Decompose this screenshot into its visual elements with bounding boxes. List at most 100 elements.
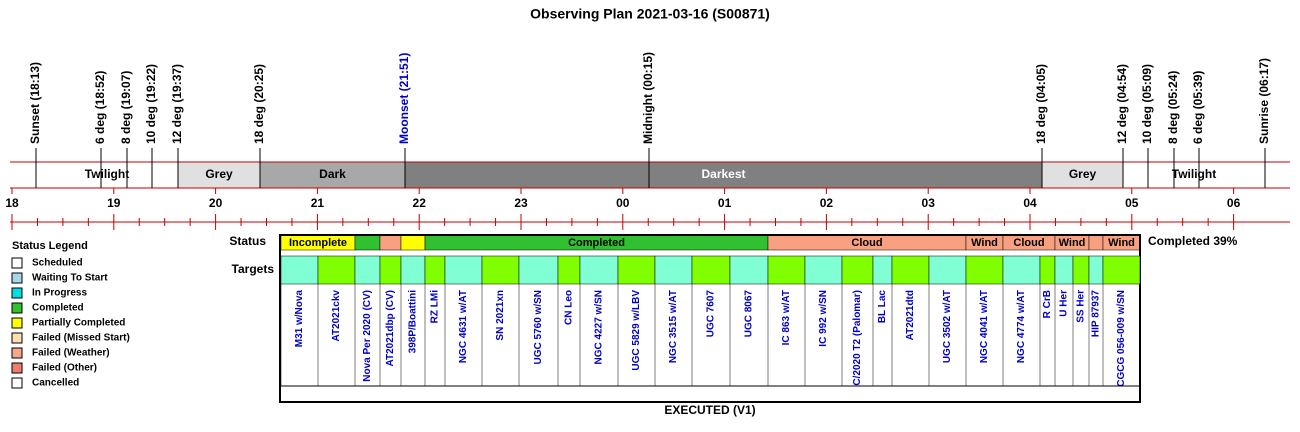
- hour-label: 06: [1227, 196, 1241, 210]
- status-label: Wind: [971, 237, 998, 249]
- target-block: [654, 255, 693, 285]
- target-block: [317, 255, 356, 285]
- period: [1042, 162, 1123, 188]
- event-label: 18 deg (20:25): [252, 64, 266, 144]
- hour-label: 05: [1125, 196, 1139, 210]
- period: [36, 162, 178, 188]
- status-label: Status: [229, 234, 266, 248]
- target-block: [400, 255, 426, 285]
- target-block: [379, 255, 402, 285]
- period-label: Twilight: [85, 167, 129, 181]
- period-label: Dark: [319, 167, 346, 181]
- target-block: [928, 255, 967, 285]
- target-name: M31 w/Nova: [294, 290, 305, 348]
- target-name: SS Her: [1076, 290, 1087, 323]
- target-name: U Her: [1059, 290, 1070, 317]
- target-block: [804, 255, 843, 285]
- target-block: [579, 255, 619, 285]
- period: [178, 162, 260, 188]
- event-label: Moonset (21:51): [397, 53, 411, 144]
- legend-swatch: [11, 317, 23, 329]
- target-name: CN Leo: [564, 290, 575, 325]
- hour-label: 19: [107, 196, 121, 210]
- target-name: SN 2021xn: [495, 290, 506, 341]
- hour-label: 20: [209, 196, 223, 210]
- hour-label: 21: [311, 196, 325, 210]
- event-label: 8 deg (19:07): [119, 71, 133, 144]
- target-block: [1039, 255, 1056, 285]
- summary: Completed 39%: [1148, 234, 1238, 248]
- legend-swatch: [11, 347, 23, 359]
- target-name: Nova Per 2020 (CV): [362, 290, 373, 382]
- status-label: Completed: [568, 237, 625, 249]
- target-name: UGC 5760 w/SN: [533, 290, 544, 364]
- target-block: [729, 255, 769, 285]
- hour-label: 02: [820, 196, 834, 210]
- target-block: [691, 255, 731, 285]
- status-label: Cloud: [1013, 237, 1044, 249]
- target-block: [518, 255, 559, 285]
- legend-label: Failed (Weather): [32, 348, 110, 359]
- target-block: [1002, 255, 1041, 285]
- event-label: 12 deg (19:37): [170, 64, 184, 144]
- target-name: IC 863 w/AT: [781, 290, 792, 345]
- target-name: NGC 4041 w/AT: [979, 290, 990, 363]
- target-block: [1072, 255, 1090, 285]
- period: [405, 162, 1042, 188]
- legend-label: Failed (Missed Start): [32, 333, 130, 344]
- target-name: AT2021ckv: [331, 290, 342, 342]
- period-label: Grey: [1069, 167, 1097, 181]
- event-label: 10 deg (19:22): [144, 64, 158, 144]
- period-label: Darkest: [701, 167, 745, 181]
- hour-label: 04: [1023, 196, 1037, 210]
- legend-label: In Progress: [32, 288, 87, 299]
- legend-swatch: [11, 302, 23, 314]
- legend-swatch: [11, 377, 23, 389]
- target-block: [557, 255, 581, 285]
- status-label: Wind: [1108, 237, 1135, 249]
- target-name: NGC 4227 w/SN: [594, 290, 605, 364]
- target-block: [872, 255, 893, 285]
- event-label: 6 deg (05:39): [1191, 71, 1205, 144]
- legend-label: Scheduled: [32, 258, 83, 269]
- legend-label: Waiting To Start: [32, 273, 108, 284]
- period-label: Twilight: [1172, 167, 1216, 181]
- target-name: RZ LMi: [430, 290, 441, 324]
- legend-swatch: [11, 332, 23, 344]
- target-name: IC 992 w/SN: [818, 290, 829, 347]
- target-block: [444, 255, 483, 285]
- hour-label: 23: [514, 196, 528, 210]
- legend-label: Partially Completed: [32, 318, 125, 329]
- hour-label: 03: [922, 196, 936, 210]
- hour-label: 22: [413, 196, 427, 210]
- target-block: [1088, 255, 1104, 285]
- legend-label: Completed: [32, 303, 84, 314]
- target-name: CGCG 056-009 w/SN: [1116, 290, 1127, 387]
- status-label: Wind: [1059, 237, 1086, 249]
- target-block: [481, 255, 520, 285]
- target-block: [424, 255, 446, 285]
- hour-label: 18: [5, 196, 19, 210]
- status-segment: [354, 234, 381, 251]
- target-name: AT2021dtd: [905, 290, 916, 340]
- target-block: [354, 255, 381, 285]
- target-block: [841, 255, 874, 285]
- legend-title: Status Legend: [12, 240, 88, 252]
- status-segment: [379, 234, 402, 251]
- event-label: Sunset (18:13): [28, 62, 42, 144]
- target-name: UGC 3502 w/AT: [942, 290, 953, 363]
- period: [260, 162, 405, 188]
- target-name: 398P/Boattini: [408, 290, 419, 354]
- target-block: [1054, 255, 1074, 285]
- status-label: Incomplete: [289, 237, 347, 249]
- status-segment: [1088, 234, 1104, 251]
- event-label: Sunrise (06:17): [1257, 58, 1271, 144]
- target-name: NGC 3515 w/AT: [668, 290, 679, 363]
- event-label: 18 deg (04:05): [1034, 64, 1048, 144]
- target-name: NGC 4774 w/AT: [1016, 290, 1027, 363]
- event-label: Midnight (00:15): [641, 52, 655, 144]
- legend-label: Cancelled: [32, 378, 79, 389]
- target-block: [891, 255, 930, 285]
- period: [1123, 162, 1265, 188]
